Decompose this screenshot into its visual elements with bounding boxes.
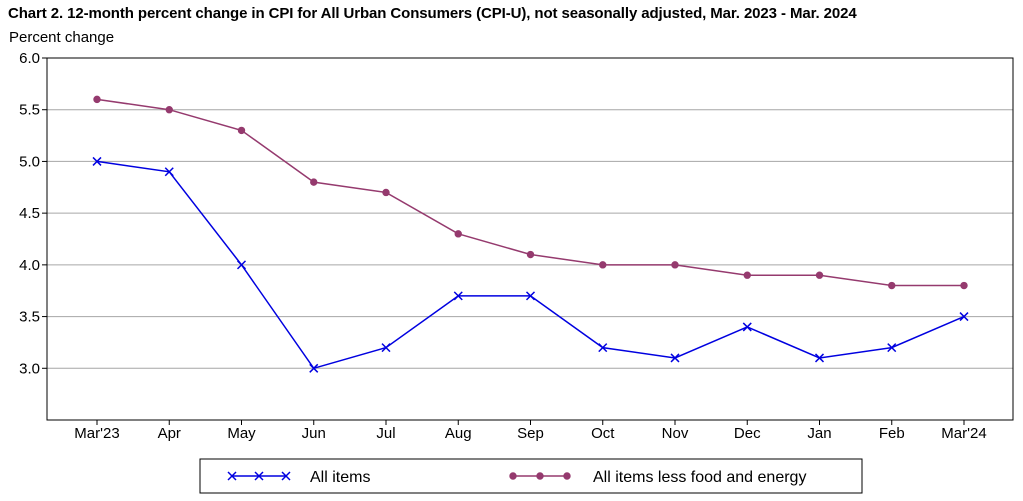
legend-marker	[227, 471, 237, 481]
data-point	[453, 291, 463, 301]
legend-marker	[536, 472, 544, 480]
x-tick-label: Jul	[376, 425, 395, 442]
data-point	[382, 188, 390, 197]
data-point	[454, 230, 462, 238]
y-tick-label: 4.5	[19, 205, 40, 222]
data-point	[93, 95, 101, 104]
plot-area	[46, 57, 1014, 421]
legend-marker	[281, 471, 291, 481]
x-tick-label: Mar'24	[941, 425, 986, 442]
chart-title: Chart 2. 12-month percent change in CPI …	[8, 5, 857, 22]
data-point	[310, 178, 318, 186]
data-point	[814, 353, 825, 363]
data-point	[164, 167, 174, 177]
x-tick-label: Aug	[445, 425, 472, 442]
data-point	[742, 322, 752, 332]
x-tick-label: Dec	[734, 425, 761, 442]
y-axis-label: Percent change	[9, 29, 115, 46]
data-point	[526, 250, 535, 259]
x-tick-label: Nov	[662, 425, 689, 442]
legend-marker	[509, 472, 517, 480]
y-tick-label: 6.0	[19, 50, 40, 67]
x-tick-label: Oct	[591, 425, 615, 442]
data-point	[165, 106, 173, 114]
series-1	[92, 156, 969, 373]
y-tick-label: 3.5	[19, 309, 40, 326]
y-tick-label: 4.0	[19, 257, 40, 274]
data-point	[743, 271, 751, 279]
data-point	[236, 260, 247, 270]
gridlines	[47, 57, 1013, 369]
y-tick-label: 3.0	[19, 360, 40, 377]
data-point	[671, 261, 679, 269]
x-tick-label: Feb	[879, 425, 905, 442]
data-point	[599, 261, 607, 269]
data-point	[960, 281, 968, 290]
data-point	[887, 343, 897, 353]
legend-marker	[563, 472, 571, 480]
y-axis: 3.0 3.5 4.0 4.5 5.0 5.5 6.0	[19, 50, 47, 377]
data-point	[888, 281, 896, 290]
x-tick-label: Apr	[158, 425, 181, 442]
x-tick-label: Jan	[807, 425, 831, 442]
legend-marker	[254, 471, 264, 481]
x-tick-label: Mar'23	[74, 425, 119, 442]
data-point	[237, 126, 246, 135]
x-tick-label: Jun	[302, 425, 326, 442]
data-point	[670, 353, 680, 363]
x-axis: Mar'23 Apr May Jun Jul Aug Sep Oct Nov Dec Jan Feb M…	[74, 420, 987, 442]
legend-label: All items less food and energy	[593, 469, 806, 486]
legend: All items All items less food and energy	[199, 458, 863, 494]
data-point	[381, 343, 391, 353]
y-tick-label: 5.0	[19, 153, 40, 170]
series-2	[93, 95, 968, 290]
legend-item: All items less food and energy	[509, 469, 806, 486]
legend-item: All items	[227, 469, 370, 486]
data-point	[92, 156, 102, 166]
data-point	[525, 291, 536, 301]
x-tick-label: May	[227, 425, 256, 442]
legend-label: All items	[310, 469, 370, 486]
data-point	[309, 363, 319, 373]
data-point	[959, 312, 969, 322]
x-tick-label: Sep	[517, 425, 544, 442]
series-layer	[92, 95, 969, 373]
data-point	[815, 271, 824, 279]
y-tick-label: 5.5	[19, 102, 40, 119]
data-point	[598, 343, 608, 353]
